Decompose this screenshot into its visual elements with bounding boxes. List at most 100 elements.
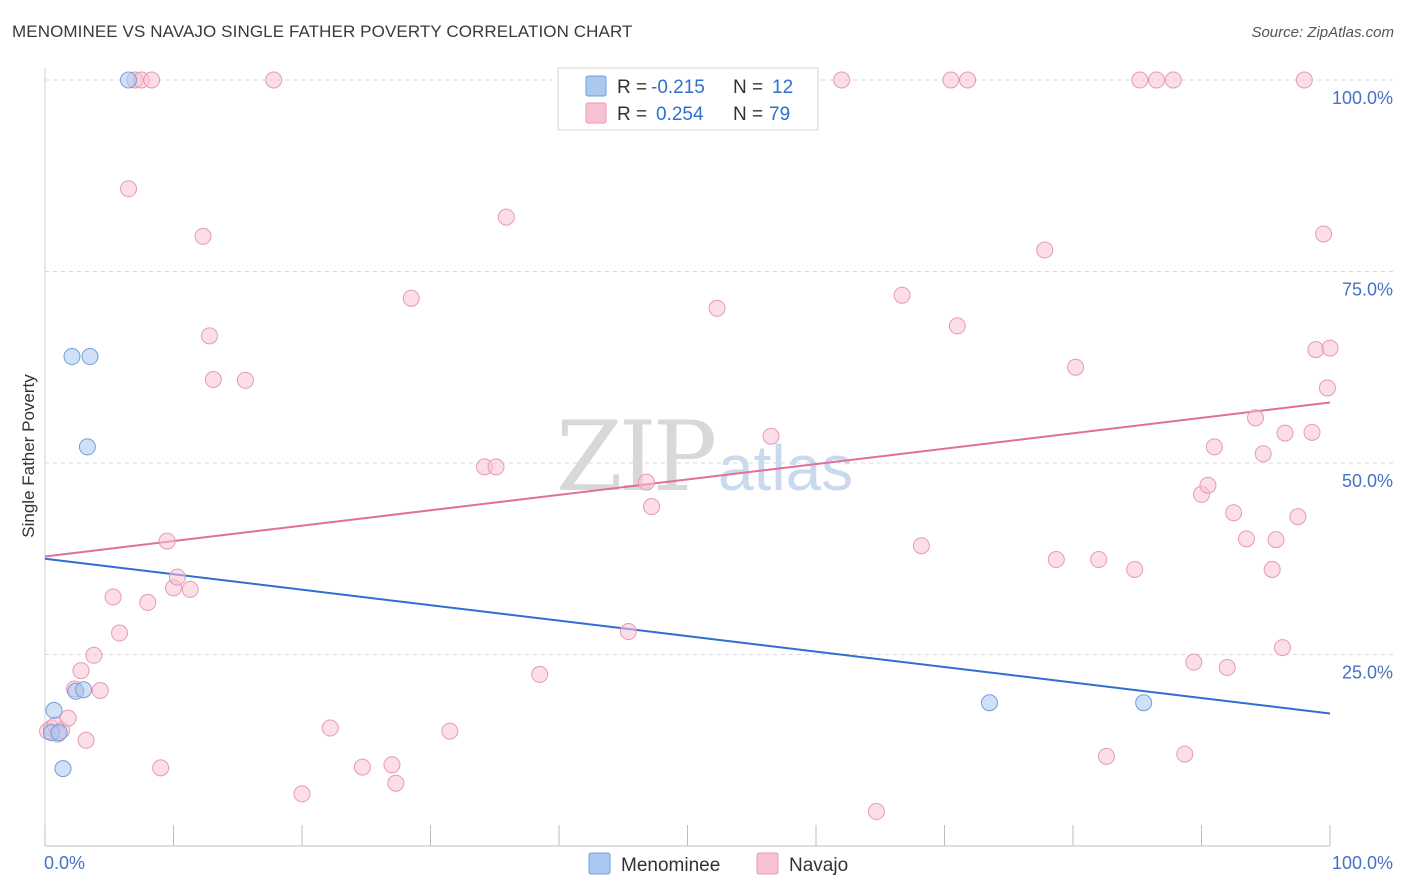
navajo-point (111, 624, 129, 642)
navajo-point (1047, 551, 1065, 569)
chart-title: MENOMINEE VS NAVAJO SINGLE FATHER POVERT… (12, 22, 633, 41)
navajo-n-label: N = (733, 104, 763, 125)
menominee-n-value: 12 (772, 77, 793, 98)
navajo-point (1273, 639, 1291, 657)
navajo-point (487, 458, 505, 476)
menominee-point (78, 438, 96, 456)
menominee-point (980, 694, 998, 712)
menominee-legend-swatch (585, 75, 607, 97)
navajo-point (1295, 71, 1313, 89)
navajo-point (353, 758, 371, 776)
navajo-point (1148, 71, 1166, 89)
navajo-point (1246, 409, 1264, 427)
navajo-point (139, 593, 157, 611)
y-tick-label: 75.0% (1342, 280, 1393, 300)
navajo-point (1205, 438, 1223, 456)
navajo-n-value: 79 (769, 104, 790, 125)
y-axis-label: Single Father Poverty (19, 374, 38, 538)
menominee-series-label: Menominee (621, 855, 720, 876)
menominee-point (45, 701, 63, 719)
navajo-point (383, 756, 401, 774)
menominee-point (75, 681, 93, 699)
navajo-point (1276, 424, 1294, 442)
navajo-point (77, 731, 95, 749)
navajo-series-swatch (756, 852, 779, 875)
navajo-point (91, 682, 109, 700)
navajo-point (168, 568, 186, 586)
menominee-point (1135, 694, 1153, 712)
x-tick-label-left: 0.0% (44, 853, 85, 873)
navajo-legend-swatch (585, 102, 607, 124)
menominee-trend-line (44, 557, 1331, 715)
navajo-point (1307, 341, 1325, 359)
navajo-point (708, 299, 726, 317)
stats-legend: R = -0.215 N = 12 R = 0.254 N = 79 (557, 67, 819, 131)
menominee-point (63, 348, 81, 366)
navajo-point (1303, 423, 1321, 441)
y-tick-labels: 25.0% 50.0% 75.0% 100.0% (1332, 88, 1393, 683)
menominee-point (120, 71, 138, 89)
navajo-point (1090, 551, 1108, 569)
navajo-point (441, 722, 459, 740)
source-label: Source: ZipAtlas.com (1251, 24, 1394, 41)
navajo-point (194, 227, 212, 245)
navajo-point (72, 662, 90, 680)
navajo-point (893, 286, 911, 304)
navajo-point (1131, 71, 1149, 89)
navajo-point (637, 473, 655, 491)
navajo-point (762, 427, 780, 445)
navajo-point (1036, 241, 1054, 259)
navajo-point (152, 759, 170, 777)
navajo-r-label: R = (617, 104, 647, 125)
data-points (39, 71, 1339, 821)
navajo-point (236, 371, 254, 389)
navajo-point (643, 498, 661, 516)
navajo-point (1067, 358, 1085, 376)
navajo-point (833, 71, 851, 89)
menominee-point (81, 348, 99, 366)
navajo-point (204, 371, 222, 389)
watermark: ZIP atlas (556, 401, 853, 513)
navajo-point (1097, 747, 1115, 765)
menominee-point (50, 724, 68, 742)
y-tick-label: 25.0% (1342, 663, 1393, 683)
trend-lines (44, 401, 1331, 715)
navajo-point (497, 208, 515, 226)
navajo-point (1225, 504, 1243, 522)
menominee-point (54, 760, 72, 778)
menominee-series-swatch (588, 852, 611, 875)
navajo-point (948, 317, 966, 335)
navajo-point (619, 623, 637, 641)
menominee-r-label: R = (617, 77, 647, 98)
series-legend: Menominee Navajo (588, 852, 848, 876)
navajo-point (942, 71, 960, 89)
navajo-point (321, 719, 339, 737)
navajo-point (1185, 653, 1203, 671)
navajo-point (200, 327, 218, 345)
navajo-point (1267, 531, 1285, 549)
navajo-point (1315, 225, 1333, 243)
navajo-point (104, 588, 122, 606)
menominee-r-value: -0.215 (651, 77, 705, 98)
navajo-point (402, 289, 420, 307)
grid-lines (45, 79, 1393, 655)
navajo-point (1176, 745, 1194, 763)
axes (44, 68, 1331, 847)
navajo-point (867, 803, 885, 821)
navajo-point (1237, 530, 1255, 548)
navajo-point (1218, 659, 1236, 677)
navajo-point (293, 785, 311, 803)
y-tick-label: 100.0% (1332, 88, 1393, 108)
x-tick-label-right: 100.0% (1332, 853, 1393, 873)
watermark-zip: ZIP (556, 401, 715, 513)
navajo-point (158, 532, 176, 550)
menominee-n-label: N = (733, 77, 763, 98)
navajo-point (1126, 560, 1144, 578)
y-tick-label: 50.0% (1342, 471, 1393, 491)
navajo-point (959, 71, 977, 89)
navajo-point (143, 71, 161, 89)
navajo-point (1289, 508, 1307, 526)
navajo-point (387, 774, 405, 792)
navajo-point (531, 665, 549, 683)
